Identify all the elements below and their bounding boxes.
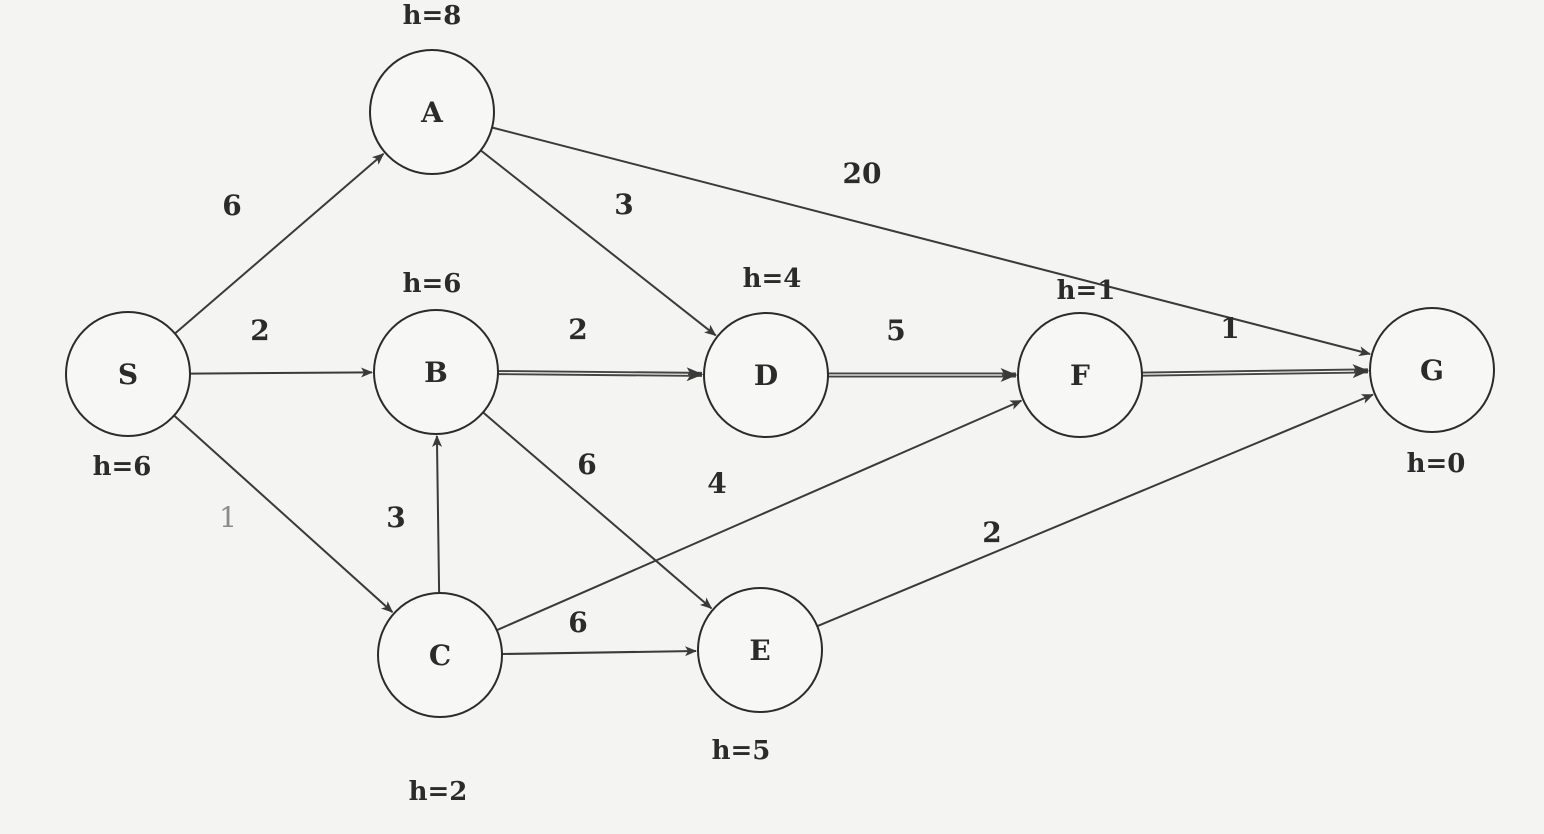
node-f: F — [1018, 313, 1142, 437]
edge-weight-b-d: 2 — [568, 313, 587, 346]
node-label-s: S — [118, 358, 138, 391]
node-b: B — [374, 310, 498, 434]
edge-weight-s-b: 2 — [250, 314, 269, 347]
node-g: G — [1370, 308, 1494, 432]
heuristic-label-f: h=1 — [1057, 276, 1116, 306]
heuristic-label-b: h=6 — [403, 269, 462, 299]
edge-c-e — [502, 651, 696, 654]
edge-weight-e-g: 2 — [982, 516, 1001, 549]
node-label-b: B — [424, 356, 448, 389]
edge-weight-a-g: 20 — [843, 157, 882, 190]
edge-line-b-e — [483, 412, 711, 608]
node-label-c: C — [429, 639, 451, 672]
edge-weight-d-f: 5 — [886, 314, 905, 347]
node-label-g: G — [1420, 354, 1444, 387]
edge-f-g — [1142, 371, 1368, 374]
edge-weight-s-a: 6 — [222, 189, 241, 222]
heuristic-label-g: h=0 — [1407, 449, 1466, 479]
edge-line-s-a — [175, 154, 384, 334]
edge-a-d — [481, 150, 716, 335]
edge-b-d — [498, 373, 702, 375]
node-label-d: D — [754, 359, 778, 392]
heuristic-label-a: h=8 — [403, 1, 462, 31]
edge-s-a — [175, 154, 384, 334]
edge-weight-s-c: 1 — [219, 501, 237, 534]
edge-b-e — [483, 412, 711, 608]
node-e: E — [698, 588, 822, 712]
node-label-e: E — [749, 634, 770, 667]
edge-line-a-d — [481, 150, 716, 335]
edge-weight-a-d: 3 — [614, 188, 633, 221]
edge-weight-c-f: 4 — [707, 467, 726, 500]
edge-weight-c-b: 3 — [386, 501, 405, 534]
edge-weight-c-e: 6 — [568, 606, 587, 639]
edge-line-c-e — [502, 651, 696, 654]
node-label-f: F — [1070, 359, 1090, 392]
node-s: S — [66, 312, 190, 436]
node-a: A — [370, 50, 494, 174]
heuristic-label-c: h=2 — [409, 777, 468, 807]
heuristic-label-d: h=4 — [743, 264, 802, 294]
edge-s-c — [174, 415, 392, 612]
edge-weight-b-e: 6 — [577, 448, 596, 481]
node-label-a: A — [420, 96, 444, 129]
edge-s-b — [190, 372, 372, 373]
node-c: C — [378, 593, 502, 717]
edge-line-s-b — [190, 372, 372, 373]
edge-line-c-b — [437, 436, 439, 593]
node-d: D — [704, 313, 828, 437]
heuristic-label-e: h=5 — [712, 736, 771, 766]
edge-weight-f-g: 1 — [1220, 312, 1239, 345]
nodes-layer: S A B C D E F G — [66, 50, 1494, 717]
heuristic-label-s: h=6 — [93, 452, 152, 482]
edge-c-b — [437, 436, 439, 593]
edge-line-s-c — [174, 415, 392, 612]
